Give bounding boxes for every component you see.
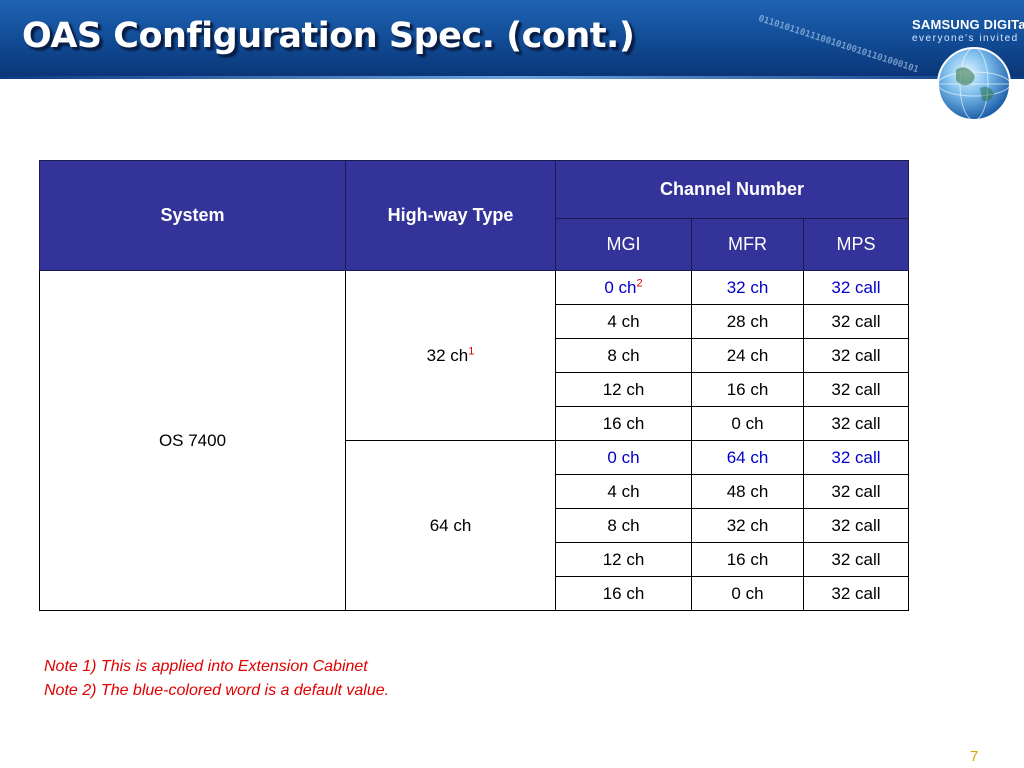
samsung-logo: SAMSUNG DIGITall everyone's invited <box>912 17 1024 44</box>
globe-icon <box>937 47 1011 121</box>
mfr-cell: 0 ch <box>691 406 804 441</box>
header-mfr: MFR <box>691 218 804 271</box>
highway-value: 32 ch <box>426 345 469 365</box>
mgi-cell: 0 ch <box>555 440 692 475</box>
mfr-cell: 32 ch <box>691 508 804 543</box>
logo-brand: SAMSUNG DIGITall <box>912 17 1024 32</box>
mfr-cell: 16 ch <box>691 372 804 407</box>
logo-tagline: everyone's invited <box>912 33 1019 44</box>
table-row: 8 ch 24 ch 32 call <box>40 338 909 373</box>
mfr-cell: 64 ch <box>691 440 804 475</box>
table-row: 16 ch 0 ch 32 call <box>40 406 909 441</box>
mps-cell: 32 call <box>803 508 909 543</box>
mps-cell: 32 call <box>803 338 909 373</box>
table-row: 12 ch 16 ch 32 call <box>40 372 909 407</box>
header-mps: MPS <box>803 218 909 271</box>
header-highway-type: High-way Type <box>345 160 556 271</box>
mfr-cell: 48 ch <box>691 474 804 509</box>
mgi-cell: 4 ch <box>555 474 692 509</box>
mps-cell: 32 call <box>803 372 909 407</box>
note-1: Note 1) This is applied into Extension C… <box>44 658 368 675</box>
mfr-cell: 24 ch <box>691 338 804 373</box>
mgi-cell: 16 ch <box>555 576 692 611</box>
note-2: Note 2) The blue-colored word is a defau… <box>44 682 390 699</box>
table-row: 4 ch 48 ch 32 call <box>40 474 909 509</box>
mps-cell: 32 call <box>803 270 909 305</box>
table-row: 8 ch 32 ch 32 call <box>40 508 909 543</box>
footnotes: Note 1) This is applied into Extension C… <box>44 655 389 703</box>
mfr-cell: 16 ch <box>691 542 804 577</box>
header-system: System <box>39 160 346 271</box>
table-row: OS 7400 32 ch1 0 ch2 32 ch 32 call <box>39 270 909 611</box>
header-divider <box>0 76 1024 79</box>
mps-cell: 32 call <box>803 304 909 339</box>
mgi-cell: 8 ch <box>555 338 692 373</box>
mgi-cell: 0 ch2 <box>555 270 692 305</box>
header-mgi: MGI <box>555 218 692 271</box>
mfr-cell: 0 ch <box>691 576 804 611</box>
highway-cell: 64 ch <box>345 440 556 611</box>
mfr-cell: 28 ch <box>691 304 804 339</box>
mgi-cell: 12 ch <box>555 372 692 407</box>
mps-cell: 32 call <box>803 440 909 475</box>
page-title: OAS Configuration Spec. (cont.) <box>22 16 635 56</box>
mgi-cell: 8 ch <box>555 508 692 543</box>
oas-spec-table: System High-way Type Channel Number MGI … <box>39 160 909 611</box>
table-row: 16 ch 0 ch 32 call <box>40 576 909 611</box>
mps-cell: 32 call <box>803 542 909 577</box>
footnote-marker: 2 <box>636 276 643 289</box>
header-channel-number: Channel Number <box>555 160 909 219</box>
mgi-cell: 12 ch <box>555 542 692 577</box>
mgi-value: 0 ch <box>604 277 637 297</box>
mgi-cell: 16 ch <box>555 406 692 441</box>
system-cell: OS 7400 <box>39 270 346 611</box>
slide-header: 0110101101110010100101101000101 OAS Conf… <box>0 0 1024 78</box>
page-number: 7 <box>970 748 979 765</box>
mps-cell: 32 call <box>803 474 909 509</box>
mfr-cell: 32 ch <box>691 270 804 305</box>
highway-cell: 32 ch1 <box>345 270 556 441</box>
footnote-marker: 1 <box>468 344 475 357</box>
mgi-cell: 4 ch <box>555 304 692 339</box>
table-row: 12 ch 16 ch 32 call <box>40 542 909 577</box>
mps-cell: 32 call <box>803 576 909 611</box>
table-row: 64 ch 0 ch 64 ch 32 call <box>40 440 909 611</box>
mps-cell: 32 call <box>803 406 909 441</box>
